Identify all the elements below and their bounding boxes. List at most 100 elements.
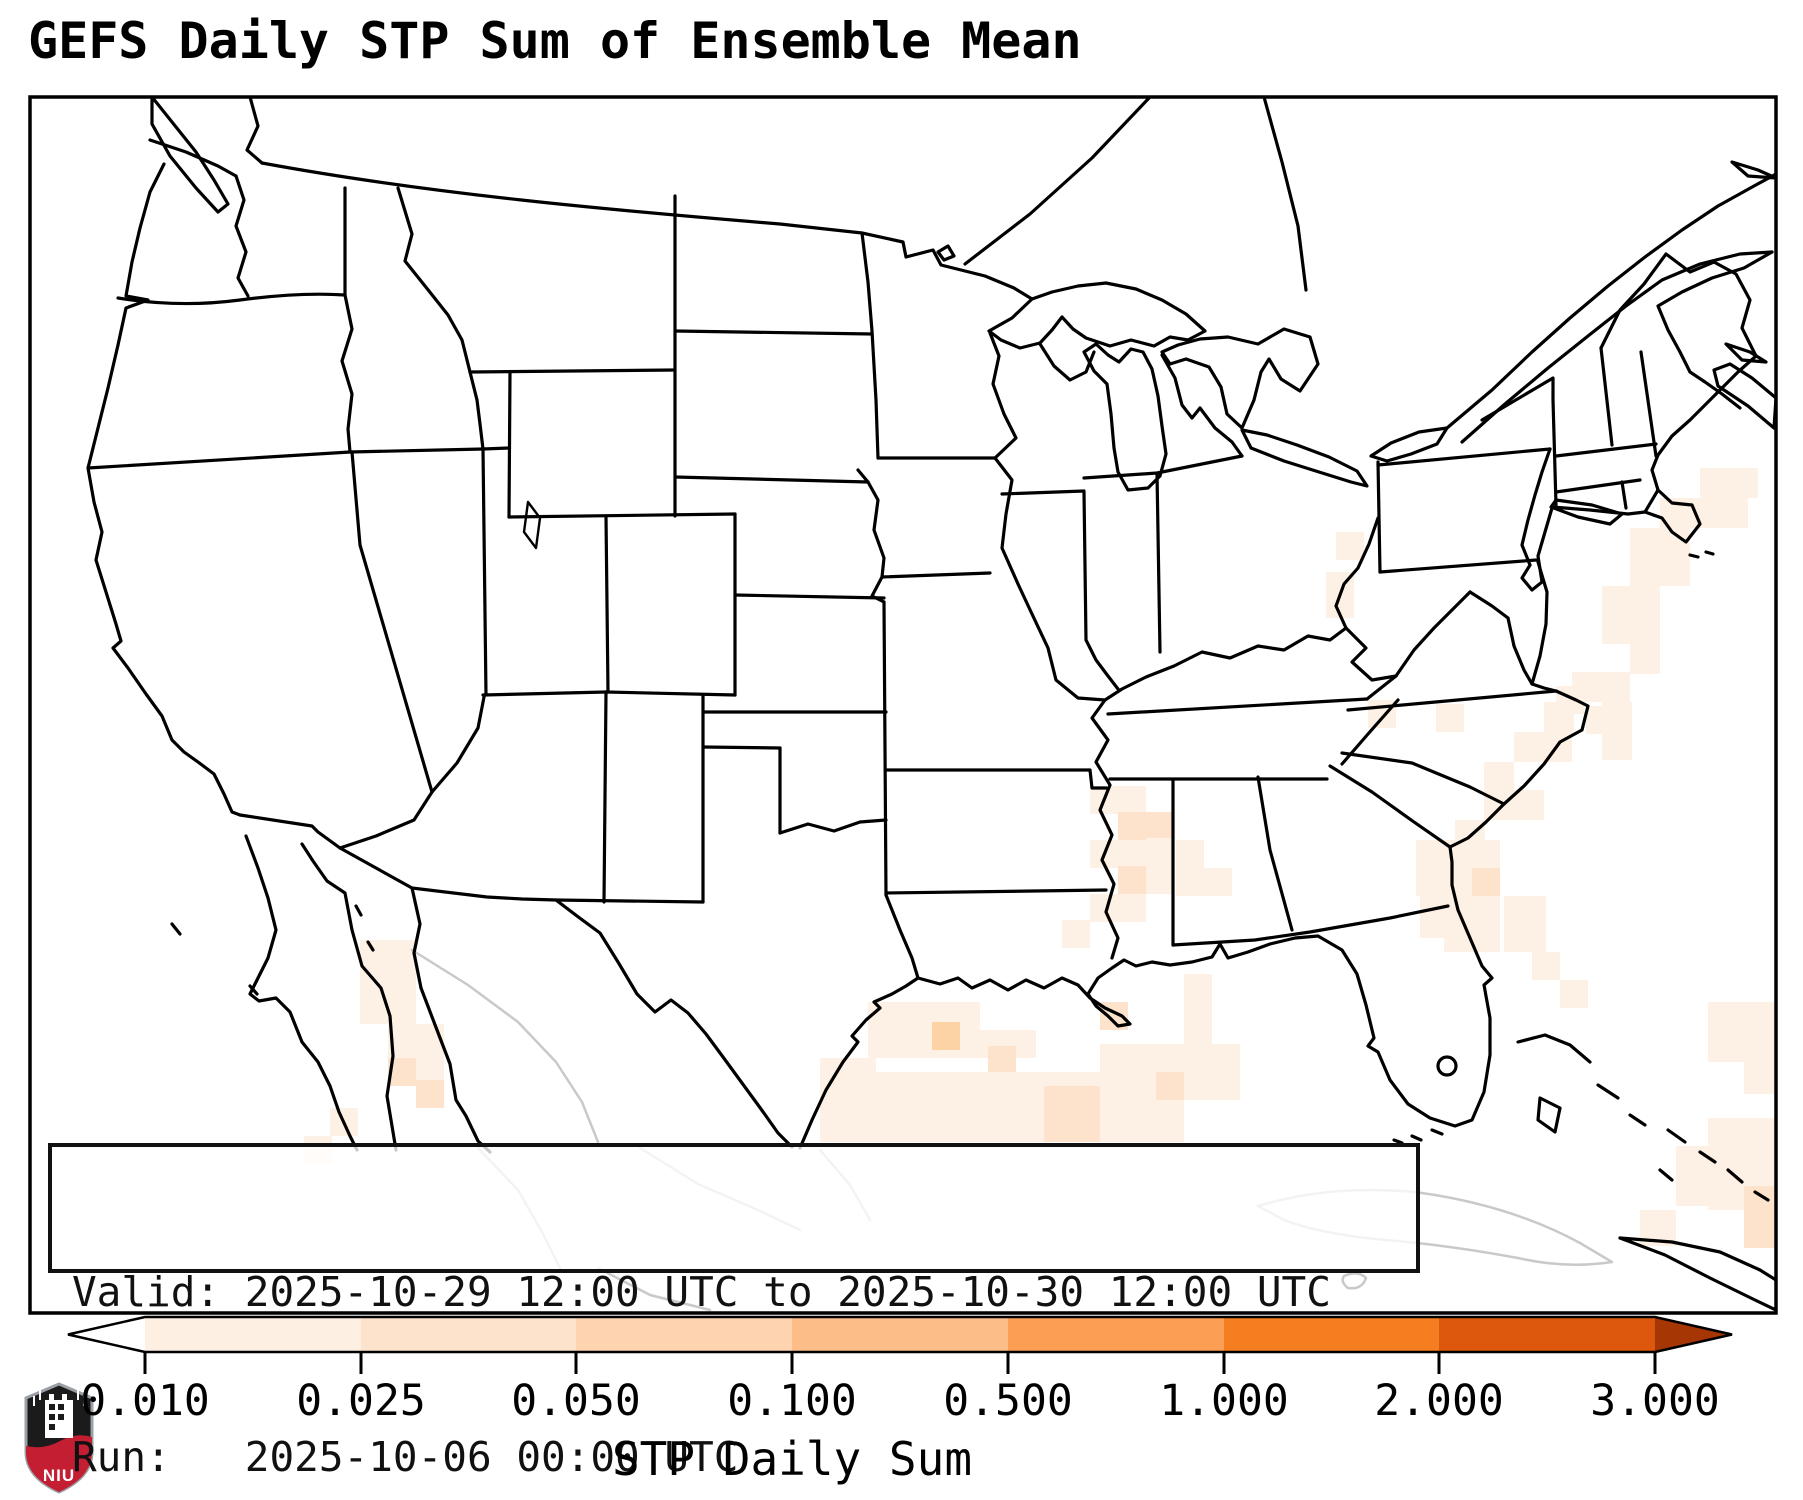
baja-pacific-coast [244, 834, 359, 1152]
lake-huron [1160, 327, 1320, 430]
florida-keys [1392, 1128, 1444, 1145]
colorbar-tick-marks [143, 1352, 1657, 1374]
tx-la-sabine [884, 893, 920, 980]
maine-north-border [1599, 252, 1758, 358]
lake-erie [1240, 428, 1369, 488]
valid-line: Valid: 2025-10-29 12:00 UTC to 2025-10-3… [72, 1268, 1331, 1316]
great-salt-lake [522, 500, 542, 550]
puget-sound [234, 174, 250, 298]
al-ga-border [1256, 775, 1294, 932]
ontario-manitoba-line [963, 97, 1152, 266]
il-in-border [1082, 490, 1120, 691]
al-fl-ga-fl-border [1171, 904, 1450, 947]
gulf-and-florida-coast [798, 845, 1494, 1150]
id-east-border [468, 370, 485, 451]
mexico-mainland-coast [410, 886, 492, 1154]
vt-nh-border [1599, 346, 1614, 447]
nh-me-border [1639, 350, 1658, 458]
pacific-coast [86, 162, 242, 817]
bahamas [1516, 1033, 1770, 1202]
map-frame [28, 95, 1778, 1315]
va-nc-border [1346, 689, 1558, 712]
colorbar-tick-label: 0.025 [296, 1376, 426, 1426]
ut-east-border [604, 515, 610, 694]
nd-sd-border [673, 329, 874, 336]
wa-or-border [116, 292, 347, 306]
niu-logo-text: NIU [43, 1466, 75, 1485]
colorbar-segment-1 [145, 1317, 361, 1352]
ky-tn-border [1106, 697, 1369, 716]
sd-ne-border [673, 475, 870, 484]
colorbar-tick-label: 0.050 [511, 1376, 641, 1426]
nj-coast [1520, 506, 1554, 592]
us-mexico-border [238, 813, 794, 1149]
st-lawrence-south-bank [1460, 250, 1774, 444]
coastlines-and-state-borders [86, 97, 1776, 1312]
mississippi-river [993, 456, 1120, 960]
id-south-border [348, 447, 485, 454]
ok-panhandle-south-tx-north [701, 745, 782, 750]
gaspe-new-brunswick [1656, 250, 1774, 410]
ma-north-border [1554, 442, 1658, 458]
in-oh-border [1155, 471, 1162, 654]
colorbar-segment-3 [576, 1317, 792, 1352]
mt-wy-border [468, 368, 677, 374]
nc-sc-border [1340, 751, 1506, 806]
potomac-river [1468, 590, 1510, 620]
mo-ks-ok-ar-tx-vertical [882, 600, 888, 897]
mo-ar-border [884, 768, 1108, 790]
prince-edward-island [1724, 342, 1768, 364]
ne-ks-border [733, 593, 886, 600]
ga-sc-border [1328, 764, 1452, 849]
colorbar-tick-label: 0.500 [943, 1376, 1073, 1426]
oh-pa-border [1376, 460, 1382, 574]
colorbar-segment-7 [1439, 1317, 1655, 1352]
niu-castle-spires [33, 1390, 85, 1406]
or-id-border [340, 293, 354, 454]
niu-castle-windows [49, 1404, 64, 1430]
lake-okeechobee [1436, 1055, 1458, 1077]
co-south-nm-north [604, 690, 737, 697]
colorbar-segment-5 [1008, 1317, 1224, 1352]
stp-data-patches [304, 468, 1776, 1248]
wi-mi-up-border [1038, 342, 1096, 382]
colorbar-tick-label: 3.000 [1590, 1376, 1720, 1426]
ut-north-border [481, 446, 511, 451]
nv-ut-border [481, 447, 488, 697]
juan-de-fuca [148, 138, 238, 178]
valid-run-info-box: Valid: 2025-10-29 12:00 UTC to 2025-10-3… [48, 1143, 1420, 1481]
ut-az-border [481, 690, 608, 697]
mn-west-red-river [860, 231, 880, 460]
wi-il-border [1000, 489, 1086, 496]
figure-title: GEFS Daily STP Sum of Ensemble Mean [28, 12, 1082, 70]
missouri-river-ne-ia-mo [856, 468, 886, 604]
ontario-quebec-line [1262, 97, 1308, 292]
baja-gulf-coast [300, 842, 398, 1152]
colorbar-tick-label: 2.000 [1374, 1376, 1504, 1426]
colorbar-segment-6 [1224, 1317, 1439, 1352]
colorbar-segment-2 [361, 1317, 576, 1352]
vancouver-island [150, 97, 230, 214]
delmarva-coast [1530, 560, 1558, 693]
ca-az-border [338, 790, 434, 850]
lake-superior [987, 281, 1207, 350]
chesapeake-bay [1506, 616, 1534, 686]
us-canada-border [260, 161, 1034, 301]
ma-south-border [1554, 478, 1642, 494]
us-quebec-border [1480, 376, 1555, 422]
mn-wi-border [988, 331, 1018, 460]
nv-az-border [430, 695, 486, 794]
ct-ri-border [1620, 480, 1628, 510]
nantucket-dots [1688, 550, 1715, 559]
mexico-state-line [410, 948, 600, 1144]
ohio-river [1103, 516, 1380, 702]
southeast-coast [1448, 689, 1590, 849]
new-england-coast [1550, 488, 1702, 544]
pa-north-border [1376, 447, 1552, 467]
ar-la-border [884, 888, 1108, 895]
isla-juventud [1341, 1272, 1368, 1290]
pa-south-border [1378, 558, 1538, 574]
maine-coast [1650, 354, 1758, 492]
